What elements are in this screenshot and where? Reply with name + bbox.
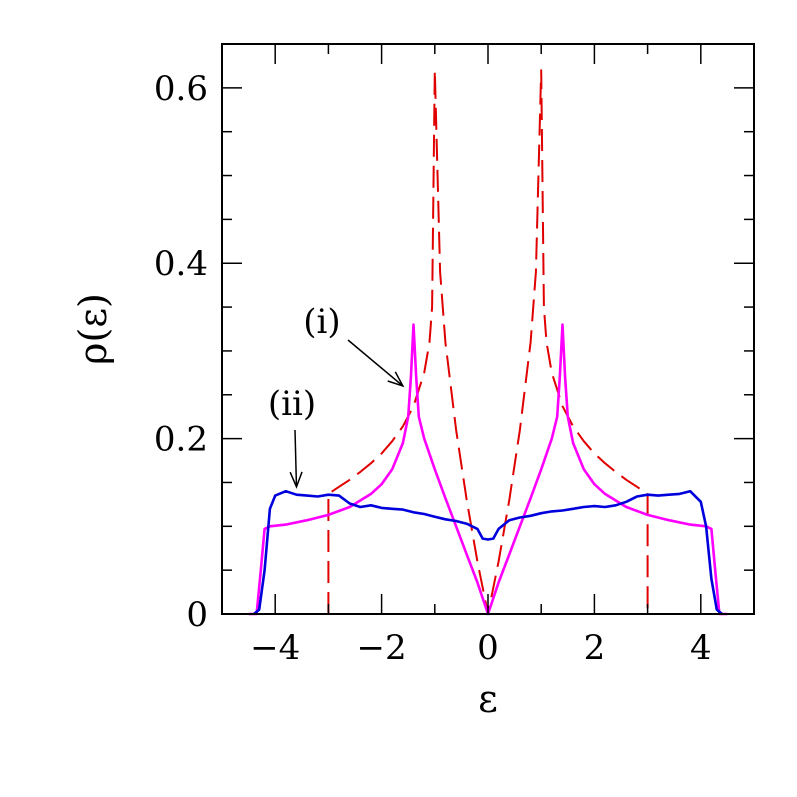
labels-layer: ε ρ(ε) −4 −2 0 2 4 0 0.2 0.4 0.6 [71,69,712,721]
annotation-arrowhead [387,371,405,388]
ticks-layer [221,43,755,615]
annotation-arrowhead [289,471,303,489]
y-tick-label: 0.6 [154,69,208,109]
y-axis-title: ρ(ε) [71,293,115,365]
series-line-2 [248,323,728,616]
x-tick-label: 2 [584,628,606,668]
annotation-label: (i) [303,302,340,342]
x-tick-label: 0 [477,628,499,668]
y-tick-label: 0 [186,595,208,635]
plot-frame [221,43,755,615]
annotation-label: (ii) [268,384,316,424]
y-tick-label: 0.2 [154,420,208,460]
annotation-arrow [294,429,298,487]
annotation-arrow [347,339,404,387]
x-tick-label: −2 [357,628,407,668]
annotations-layer: (i) (ii) [268,302,405,489]
x-tick-label: 4 [690,628,712,668]
y-tick-label: 0.4 [154,244,208,284]
series-line-3 [253,489,723,616]
x-tick-label: −4 [250,628,300,668]
x-axis-title: ε [478,677,498,721]
series-line-1 [327,69,649,615]
series-layer [248,69,728,616]
